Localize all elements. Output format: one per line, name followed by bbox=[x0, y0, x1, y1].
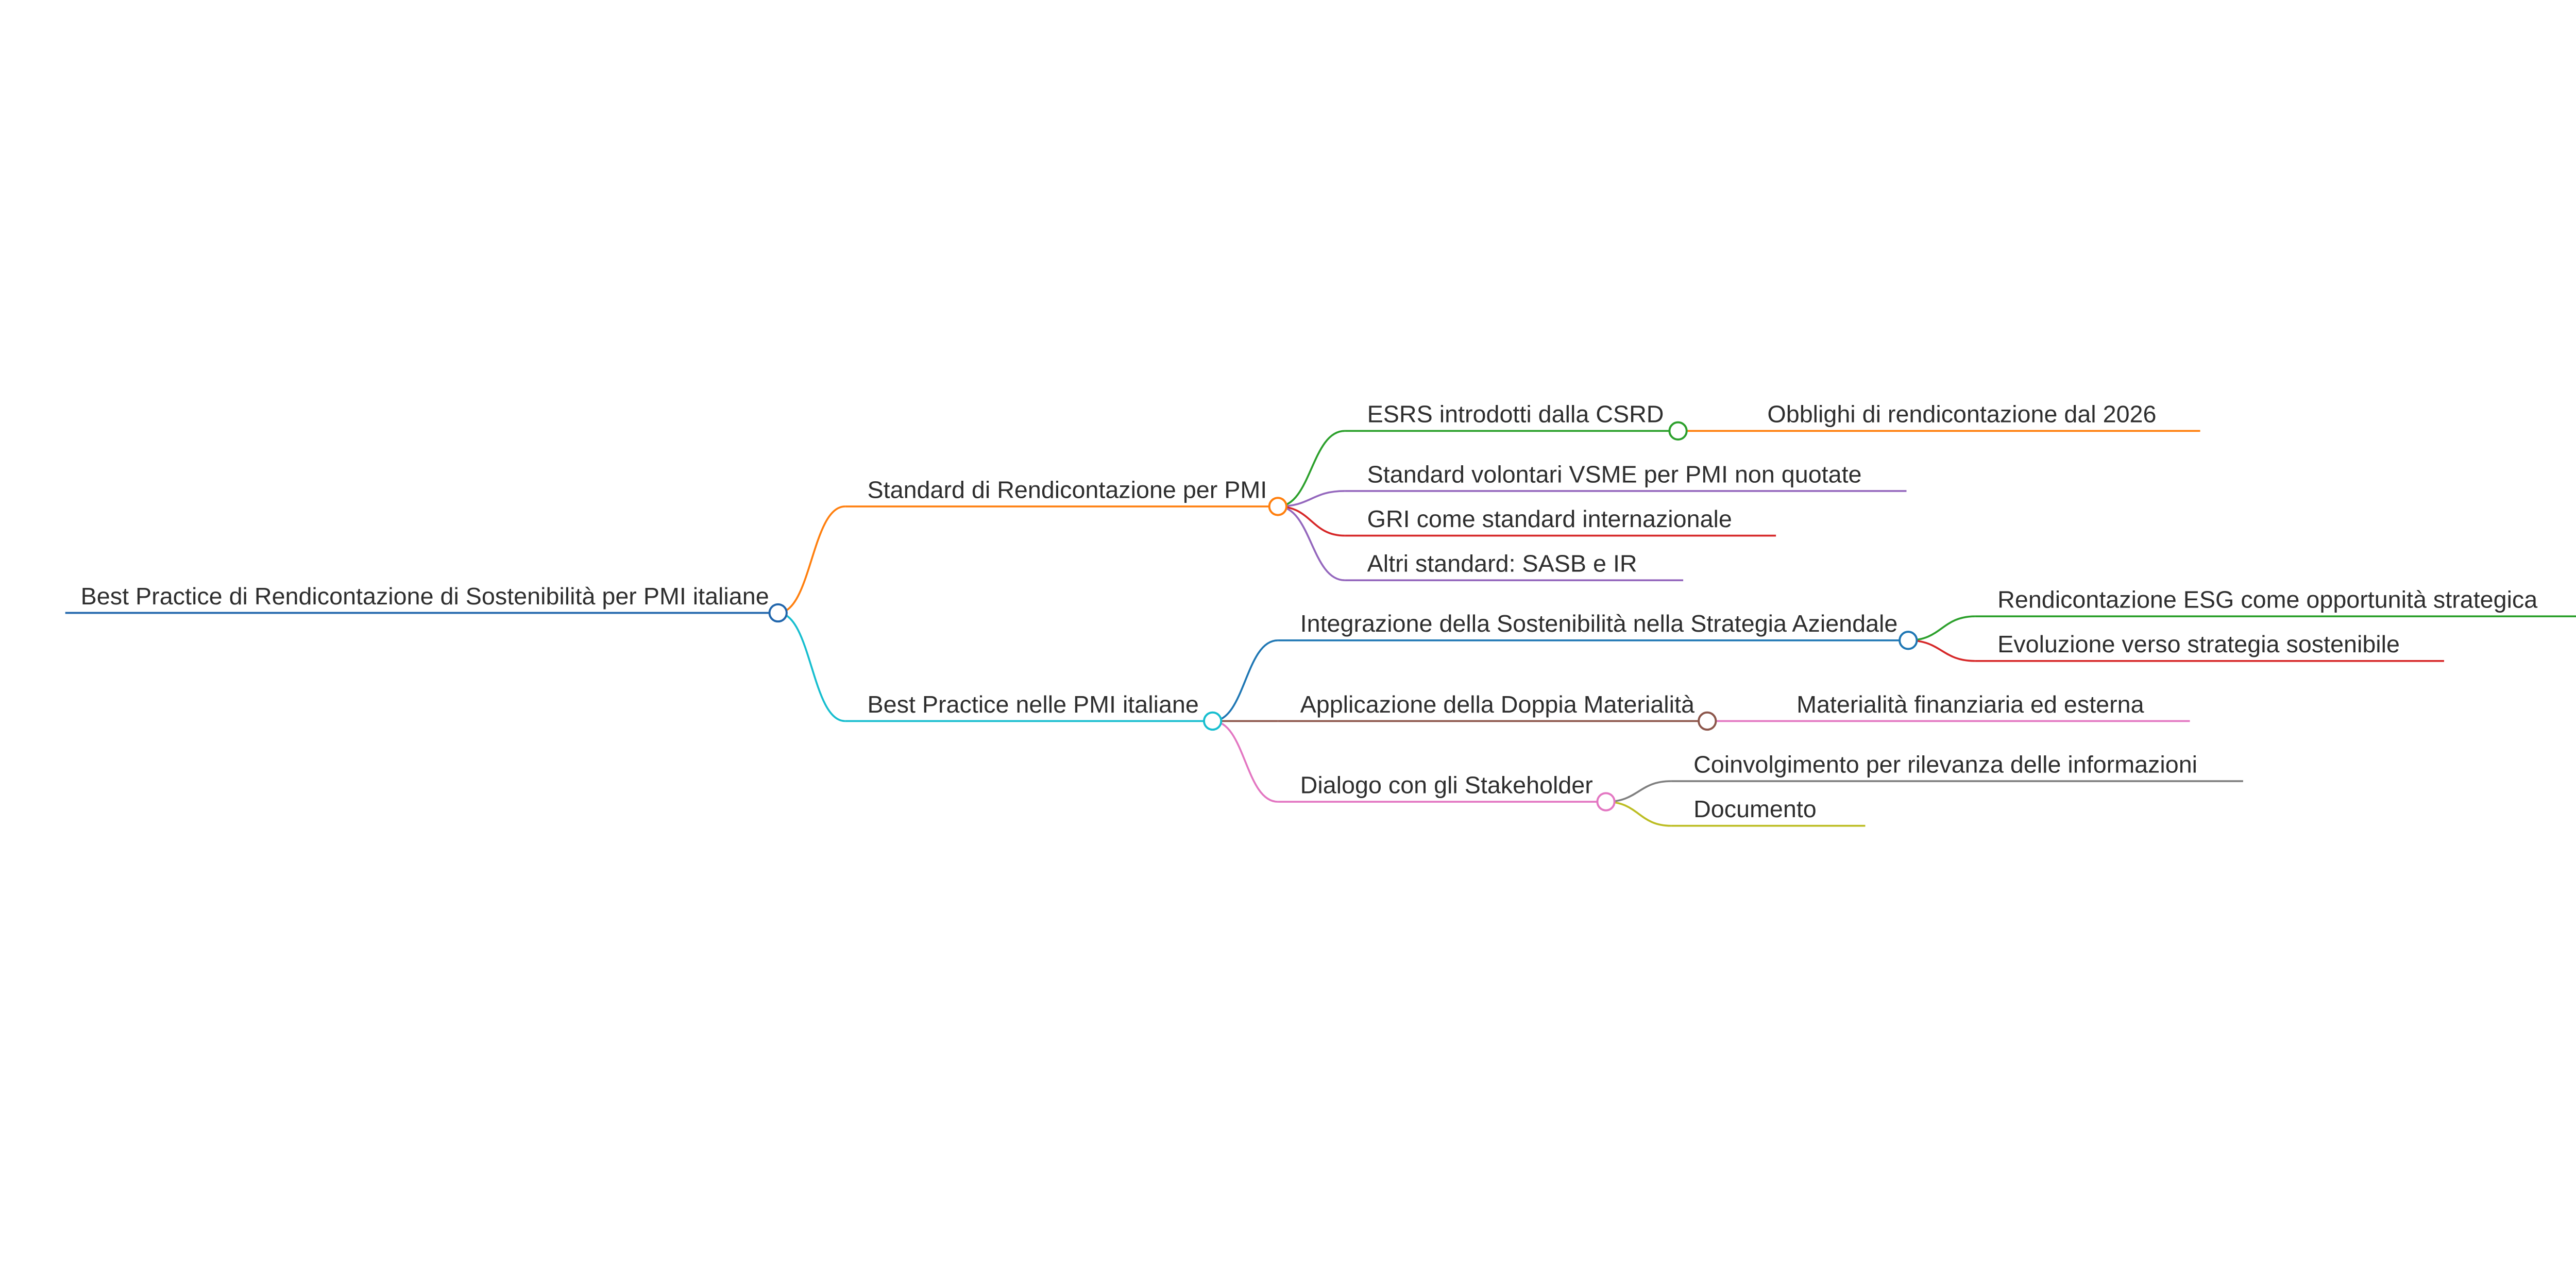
node-label-best-practice-nelle-pmi-italiane: Best Practice nelle PMI italiane bbox=[868, 691, 1199, 718]
branch-link bbox=[778, 505, 845, 614]
branch-link bbox=[1212, 720, 1278, 803]
collapse-toggle-best-practice-nelle-pmi-italiane[interactable] bbox=[1202, 711, 1223, 731]
node-label-standard-di-rendicontazione-per-pmi: Standard di Rendicontazione per PMI bbox=[868, 476, 1267, 503]
node-label-altri-standard-sasb-e-ir: Altri standard: SASB e IR bbox=[1367, 550, 1637, 577]
branch-link bbox=[1606, 801, 1671, 827]
node-label-materialita-finanziaria-ed-esterna: Materialità finanziaria ed esterna bbox=[1797, 691, 2144, 718]
branch-link bbox=[1908, 639, 1975, 662]
node-label-standard-volontari-vsme-per-pmi-non-quotate: Standard volontari VSME per PMI non quot… bbox=[1367, 461, 1862, 487]
node-label-obblighi-di-rendicontazione-dal-2026: Obblighi di rendicontazione dal 2026 bbox=[1767, 401, 2156, 428]
node-label-best-practice-di-rendicontazione-di-sostenibilit: Best Practice di Rendicontazione di Sost… bbox=[81, 583, 769, 610]
branch-link bbox=[1278, 430, 1345, 508]
collapse-toggle-integrazione-della-sostenibilita-nella-strategia[interactable] bbox=[1899, 631, 1918, 650]
links-layer bbox=[65, 430, 2576, 827]
node-label-documento: Documento bbox=[1693, 796, 1817, 822]
collapse-toggle-best-practice-di-rendicontazione-di-sostenibilit[interactable] bbox=[768, 603, 788, 623]
branch-link bbox=[778, 612, 845, 722]
collapse-toggle-esrs-introdotti-dalla-csrd[interactable] bbox=[1668, 421, 1688, 441]
node-label-integrazione-della-sostenibilita-nella-strategia: Integrazione della Sostenibilità nella S… bbox=[1300, 610, 1898, 637]
collapse-toggle-standard-di-rendicontazione-per-pmi[interactable] bbox=[1268, 497, 1287, 516]
collapse-toggle-dialogo-con-gli-stakeholder[interactable] bbox=[1596, 792, 1616, 812]
branch-link bbox=[1278, 505, 1345, 582]
node-label-gri-come-standard-internazionale: GRI come standard internazionale bbox=[1367, 505, 1732, 532]
node-label-applicazione-della-doppia-materialita: Applicazione della Doppia Materialità bbox=[1300, 691, 1694, 718]
node-label-esrs-introdotti-dalla-csrd: ESRS introdotti dalla CSRD bbox=[1367, 401, 1664, 428]
collapse-toggle-applicazione-della-doppia-materialita[interactable] bbox=[1698, 711, 1717, 731]
branch-link bbox=[1606, 780, 1671, 803]
branch-link bbox=[1212, 639, 1278, 722]
nodes-layer: Best Practice di Rendicontazione di Sost… bbox=[81, 401, 2538, 822]
branch-link bbox=[1278, 505, 1345, 537]
node-label-evoluzione-verso-strategia-sostenibile: Evoluzione verso strategia sostenibile bbox=[1997, 631, 2400, 657]
branch-link bbox=[1278, 490, 1345, 508]
node-label-dialogo-con-gli-stakeholder: Dialogo con gli Stakeholder bbox=[1300, 771, 1593, 798]
branch-link bbox=[1908, 615, 1975, 641]
node-label-rendicontazione-esg-come-opportunita-strategica: Rendicontazione ESG come opportunità str… bbox=[1997, 586, 2537, 613]
node-label-coinvolgimento-per-rilevanza-delle-informazioni: Coinvolgimento per rilevanza delle infor… bbox=[1693, 751, 2197, 778]
